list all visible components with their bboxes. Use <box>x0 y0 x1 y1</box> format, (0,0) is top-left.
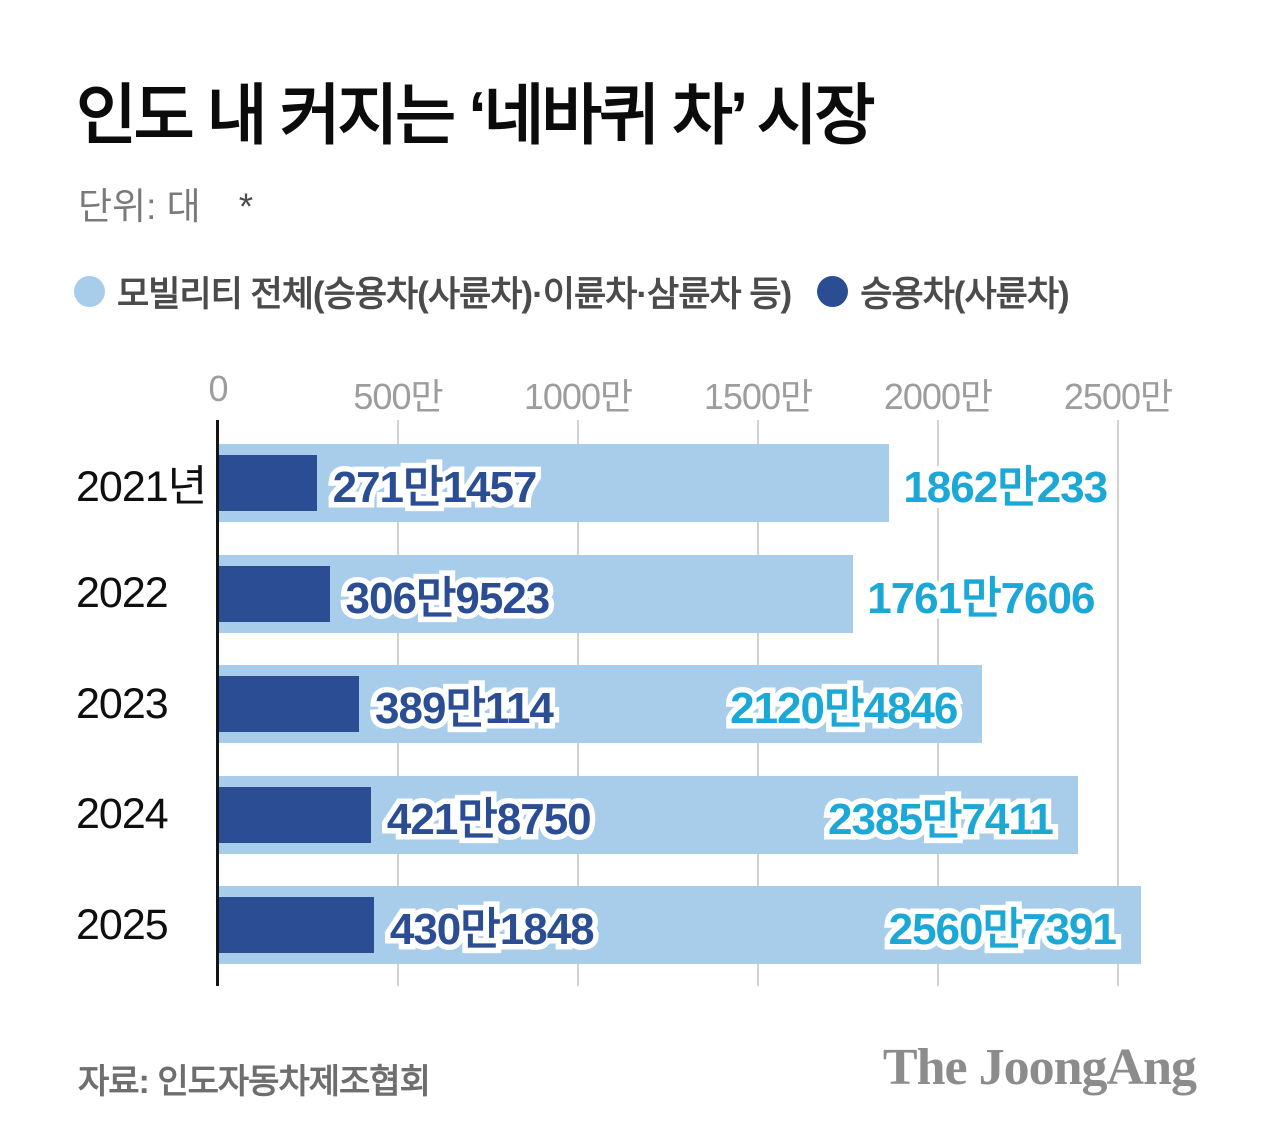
bar-total-value: 1862만233 <box>903 444 1108 522</box>
bar-passenger-value: 271만1457 <box>333 444 538 522</box>
chart-legend: 모빌리티 전체(승용차(사륜차)·이륜차·삼륜차 등) 승용차(사륜차) <box>74 266 1070 317</box>
bar-passenger-value: 430만1848 <box>390 886 595 964</box>
bar-passenger-value: 389만114 <box>375 665 554 743</box>
bar-passenger <box>219 455 317 511</box>
legend-item-total: 모빌리티 전체(승용차(사륜차)·이륜차·삼륜차 등) <box>74 266 792 317</box>
year-label: 2025 <box>76 900 169 949</box>
bar-total <box>219 444 890 522</box>
bar-total-value: 1761만7606 <box>867 555 1095 633</box>
axis-tick-label: 1000만 <box>523 376 633 417</box>
x-axis-zero-line <box>216 420 219 986</box>
joongang-logo: The JoongAng <box>882 1039 1197 1096</box>
bar-passenger <box>219 676 360 732</box>
axis-tick-label: 2000만 <box>883 376 993 417</box>
legend-label-total: 모빌리티 전체(승용차(사륜차)·이륜차·삼륜차 등) <box>117 275 792 314</box>
page-title: 인도 내 커지는 ‘네바퀴 차’ 시장 <box>76 78 875 152</box>
legend-label-passenger: 승용차(사륜차) <box>860 275 1070 314</box>
axis-tick-label: 1500만 <box>703 376 813 417</box>
source-note: 자료: 인도자동차제조협회 <box>78 1063 431 1101</box>
gridline <box>1117 420 1119 986</box>
bar-total-value: 2560만7391 <box>889 886 1117 964</box>
bar-passenger <box>219 897 374 953</box>
bar-passenger-value: 306만9523 <box>346 555 551 633</box>
bar-passenger-value: 421만8750 <box>387 776 592 854</box>
year-label: 2022 <box>76 569 169 617</box>
axis-tick-label: 2500만 <box>1063 376 1173 417</box>
legend-item-passenger: 승용차(사륜차) <box>817 266 1070 317</box>
axis-tick-label: 500만 <box>353 376 443 417</box>
year-label: 2023 <box>76 679 169 728</box>
bar-total-value: 2385만7411 <box>828 776 1054 854</box>
bar-passenger <box>219 565 330 622</box>
unit-label: 단위: 대 <box>78 186 201 227</box>
bar-total-value: 2120만4846 <box>730 665 958 743</box>
axis-tick-label: 0 <box>208 368 228 409</box>
legend-swatch-total-icon <box>74 276 105 307</box>
bar-passenger <box>219 786 371 843</box>
year-label: 2021년 <box>76 463 207 511</box>
year-label: 2024 <box>76 790 169 838</box>
unit-note: 단위: 대 * <box>78 176 253 230</box>
footnote-asterisk: * <box>238 186 254 227</box>
legend-swatch-passenger-icon <box>817 276 849 307</box>
